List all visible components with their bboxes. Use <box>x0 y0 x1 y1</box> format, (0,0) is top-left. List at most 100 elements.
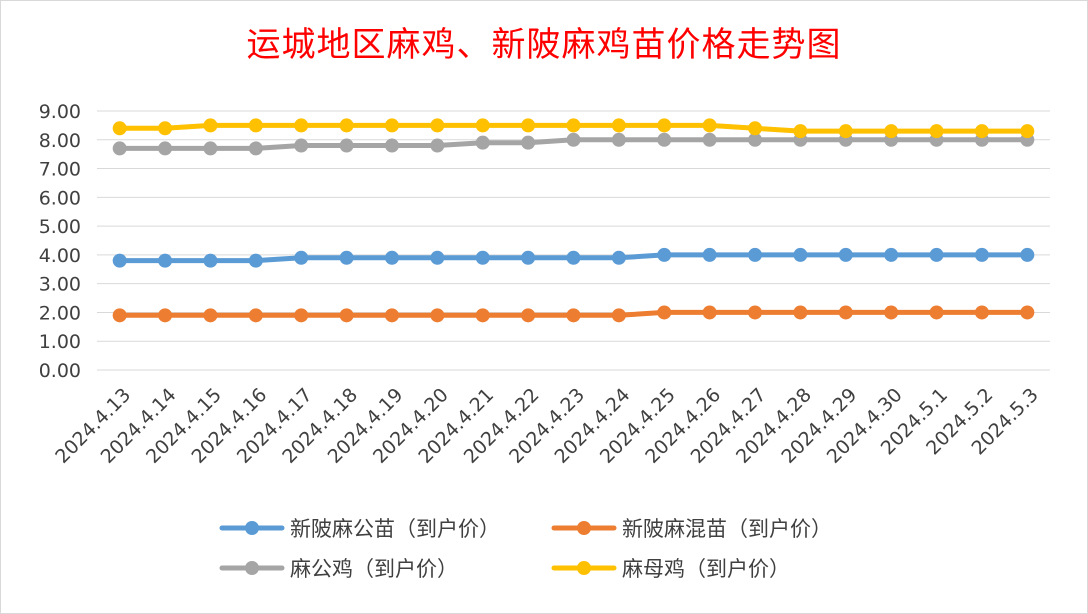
data-point <box>1020 247 1035 262</box>
data-point <box>702 132 717 147</box>
legend-swatch-marker <box>245 521 259 535</box>
data-point <box>203 141 218 156</box>
data-point <box>748 247 763 262</box>
data-point <box>929 305 944 320</box>
data-point <box>566 250 581 265</box>
data-point <box>566 308 581 323</box>
data-point <box>611 132 626 147</box>
data-point <box>112 308 127 323</box>
y-tick-label: 5.00 <box>39 216 81 238</box>
data-point <box>294 308 309 323</box>
data-point <box>793 305 808 320</box>
legend-swatch-marker <box>245 561 259 575</box>
y-tick-label: 1.00 <box>39 331 81 353</box>
legend-label: 新陂麻混苗（到户价） <box>622 517 832 541</box>
data-point <box>248 308 263 323</box>
data-point <box>884 305 899 320</box>
data-point <box>112 253 127 268</box>
legend-label: 麻母鸡（到户价） <box>622 557 790 581</box>
data-point <box>1020 305 1035 320</box>
data-point <box>566 132 581 147</box>
legend-swatch-marker <box>577 561 591 575</box>
data-point <box>974 124 989 139</box>
data-point <box>384 308 399 323</box>
data-point <box>611 308 626 323</box>
legend-swatch-marker <box>577 521 591 535</box>
legend-item: 新陂麻混苗（到户价） <box>551 517 832 541</box>
data-point <box>384 138 399 153</box>
data-point <box>748 121 763 136</box>
y-tick-label: 2.00 <box>39 302 81 324</box>
data-point <box>929 247 944 262</box>
legend: 新陂麻公苗（到户价） 新陂麻混苗（到户价） 麻公鸡（到户价） 麻母鸡（到户价） <box>219 517 832 581</box>
data-point <box>339 118 354 133</box>
y-tick-label: 3.00 <box>39 274 81 296</box>
data-point <box>748 132 763 147</box>
data-point <box>521 308 536 323</box>
legend-item: 麻公鸡（到户价） <box>219 557 458 581</box>
data-point <box>112 121 127 136</box>
data-point <box>838 305 853 320</box>
data-point <box>838 124 853 139</box>
data-point <box>158 121 173 136</box>
y-tick-label: 0.00 <box>39 360 81 382</box>
data-point <box>112 141 127 156</box>
y-tick-label: 6.00 <box>39 187 81 209</box>
data-point <box>521 135 536 150</box>
series-3 <box>112 118 1035 139</box>
legend-item: 新陂麻公苗（到户价） <box>219 517 500 541</box>
x-axis-ticks: 2024.4.132024.4.142024.4.152024.4.162024… <box>51 384 1043 468</box>
data-point <box>974 305 989 320</box>
data-point <box>702 247 717 262</box>
series-0 <box>112 247 1035 268</box>
data-point <box>339 308 354 323</box>
legend-label: 新陂麻公苗（到户价） <box>290 517 500 541</box>
y-tick-label: 4.00 <box>39 245 81 267</box>
data-point <box>430 118 445 133</box>
data-point <box>294 250 309 265</box>
chart-title: 运城地区麻鸡、新陂麻鸡苗价格走势图 <box>246 25 842 65</box>
y-axis-ticks: 0.00 1.00 2.00 3.00 4.00 5.00 6.00 7.00 8.00 9.00 <box>39 101 81 382</box>
data-point <box>929 124 944 139</box>
data-point <box>884 124 899 139</box>
data-point <box>339 138 354 153</box>
data-point <box>248 141 263 156</box>
data-point <box>248 118 263 133</box>
data-point <box>702 305 717 320</box>
data-point <box>748 305 763 320</box>
data-point <box>838 247 853 262</box>
data-point <box>430 250 445 265</box>
data-point <box>521 250 536 265</box>
data-point <box>203 253 218 268</box>
data-point <box>521 118 536 133</box>
y-tick-label: 8.00 <box>39 130 81 152</box>
data-point <box>248 253 263 268</box>
y-tick-label: 7.00 <box>39 159 81 181</box>
data-point <box>657 118 672 133</box>
data-point <box>702 118 717 133</box>
data-point <box>566 118 581 133</box>
data-point <box>384 250 399 265</box>
data-point <box>884 247 899 262</box>
data-point <box>475 135 490 150</box>
data-point <box>203 118 218 133</box>
series-1 <box>112 305 1035 323</box>
series-lines <box>112 118 1035 323</box>
data-point <box>203 308 218 323</box>
data-point <box>611 118 626 133</box>
data-point <box>657 132 672 147</box>
data-point <box>657 247 672 262</box>
data-point <box>430 308 445 323</box>
legend-label: 麻公鸡（到户价） <box>290 557 458 581</box>
data-point <box>475 250 490 265</box>
series-2 <box>112 132 1035 156</box>
data-point <box>158 141 173 156</box>
data-point <box>793 124 808 139</box>
data-point <box>384 118 399 133</box>
data-point <box>158 253 173 268</box>
data-point <box>611 250 626 265</box>
data-point <box>475 308 490 323</box>
data-point <box>1020 124 1035 139</box>
